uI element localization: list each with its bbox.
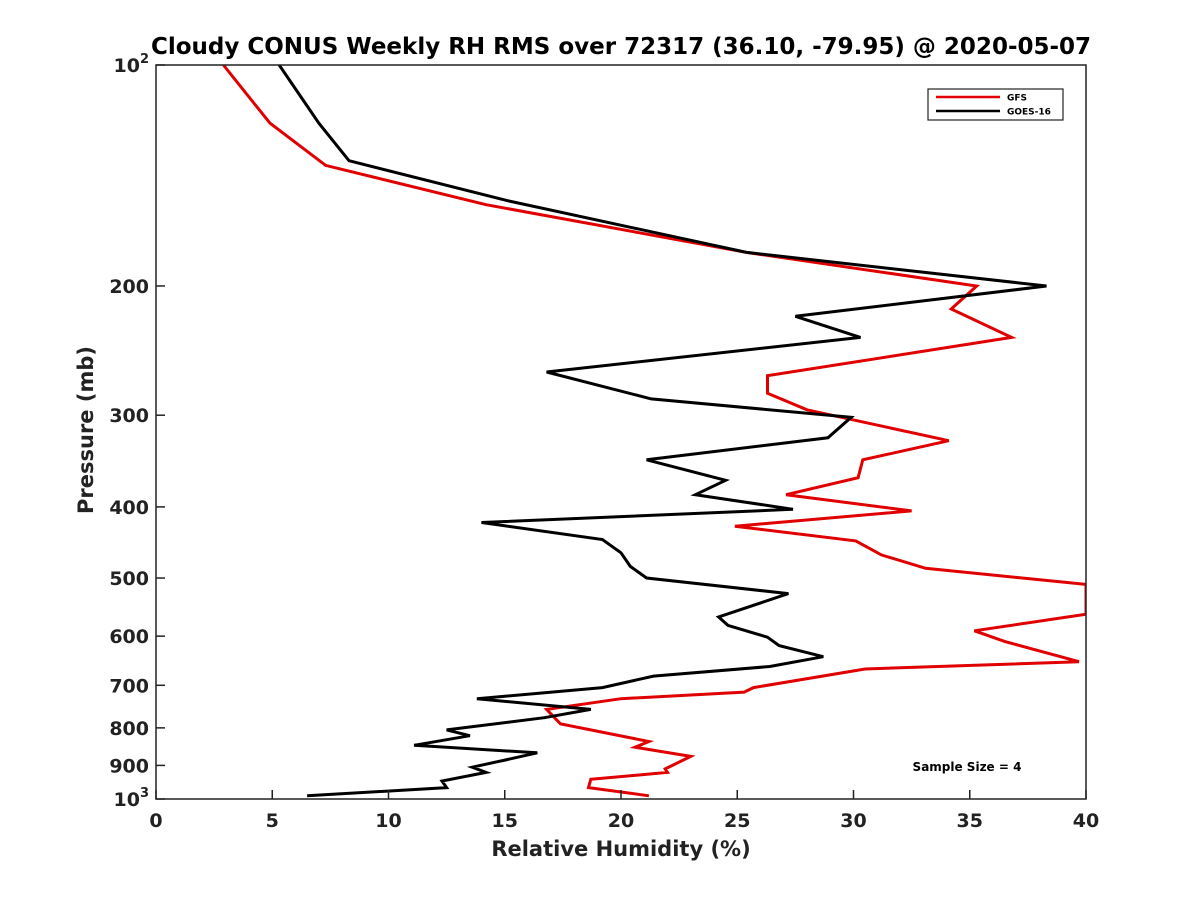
legend-label: GFS bbox=[1007, 94, 1027, 104]
y-tick-label: 300 bbox=[109, 405, 149, 427]
x-tick-label: 35 bbox=[957, 810, 983, 832]
y-tick-label: 102 bbox=[114, 52, 150, 77]
y-tick-label: 700 bbox=[109, 675, 149, 697]
series-line-goes-16 bbox=[277, 65, 1047, 798]
y-tick-label: 103 bbox=[114, 786, 150, 811]
x-tick-label: 25 bbox=[724, 810, 750, 832]
y-tick-label: 500 bbox=[109, 568, 149, 590]
series-layer bbox=[222, 65, 1086, 798]
sample-size-annotation: Sample Size = 4 bbox=[913, 760, 1022, 774]
x-tick-label: 0 bbox=[149, 810, 162, 832]
x-axis-label: Relative Humidity (%) bbox=[491, 837, 750, 861]
axes-box bbox=[155, 64, 1087, 800]
x-tick-label: 10 bbox=[375, 810, 401, 832]
y-tick-label: 600 bbox=[109, 626, 149, 648]
legend-label: GOES-16 bbox=[1007, 108, 1051, 118]
x-tick-label: 5 bbox=[266, 810, 279, 832]
chart-title: Cloudy CONUS Weekly RH RMS over 72317 (3… bbox=[151, 34, 1091, 60]
y-tick-label: 900 bbox=[109, 755, 149, 777]
x-tick-label: 15 bbox=[492, 810, 518, 832]
legend-box bbox=[927, 88, 1064, 121]
y-tick-label: 800 bbox=[109, 718, 149, 740]
x-axis-ticks: 0 5 10 15 20 25 30 35 40 bbox=[149, 790, 1099, 832]
y-axis-label: Pressure (mb) bbox=[74, 346, 98, 514]
y-tick-label: 200 bbox=[109, 276, 149, 298]
y-axis-ticks: 102 200 300 400 500 600 700 800 900 103 bbox=[109, 52, 165, 811]
series-line-gfs bbox=[222, 65, 1086, 798]
y-tick-label: 400 bbox=[109, 497, 149, 519]
x-tick-label: 30 bbox=[840, 810, 866, 832]
legend: GFS GOES-16 bbox=[927, 88, 1064, 121]
x-tick-label: 40 bbox=[1073, 810, 1099, 832]
x-tick-label: 20 bbox=[608, 810, 634, 832]
